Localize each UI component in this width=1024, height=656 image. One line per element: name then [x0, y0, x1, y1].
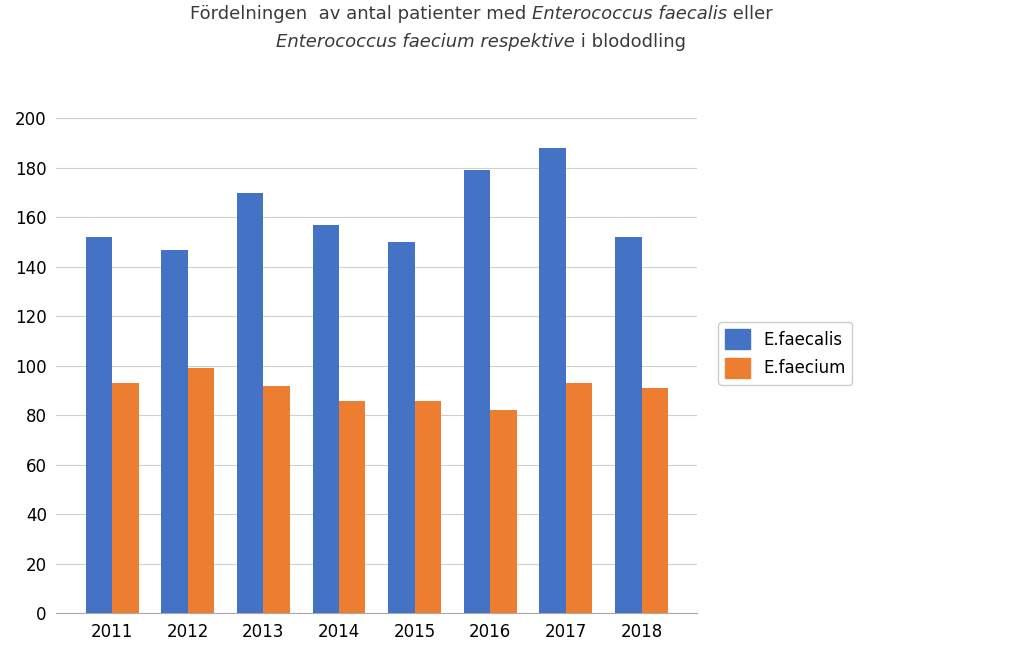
Bar — [112, 383, 138, 613]
Text: Enterococcus faecalis: Enterococcus faecalis — [531, 5, 727, 23]
Bar — [161, 249, 187, 613]
Bar — [312, 225, 339, 613]
Bar — [490, 411, 517, 613]
Text: i blododling: i blododling — [575, 33, 686, 51]
Text: Fördelningen  av antal patienter med: Fördelningen av antal patienter med — [189, 5, 531, 23]
Text: eller: eller — [727, 5, 773, 23]
Bar — [86, 237, 112, 613]
Bar — [263, 386, 290, 613]
Bar — [464, 171, 490, 613]
Bar — [566, 383, 593, 613]
Bar — [187, 368, 214, 613]
Bar — [415, 401, 441, 613]
Text: Enterococcus faecium respektive: Enterococcus faecium respektive — [276, 33, 575, 51]
Bar — [339, 401, 366, 613]
Bar — [615, 237, 642, 613]
Bar — [237, 193, 263, 613]
Bar — [642, 388, 668, 613]
Bar — [540, 148, 566, 613]
Bar — [388, 242, 415, 613]
Legend: E.faecalis, E.faecium: E.faecalis, E.faecium — [718, 322, 852, 384]
